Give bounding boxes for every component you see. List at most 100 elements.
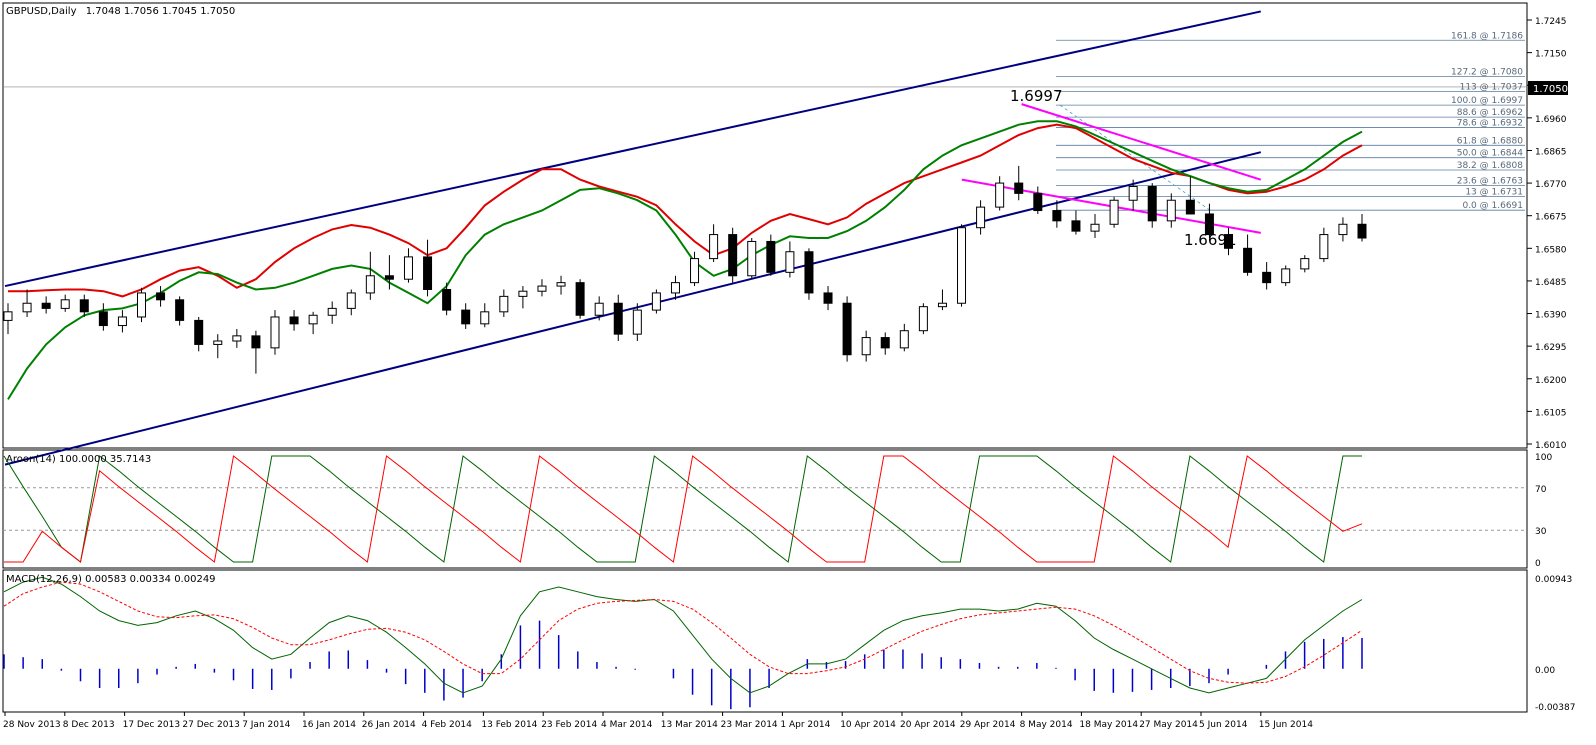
candle-body <box>594 302 604 316</box>
candle-body <box>575 282 585 316</box>
date-tick-label: 26 Jan 2014 <box>362 720 416 730</box>
date-tick-label: 29 Apr 2014 <box>960 720 1016 730</box>
date-tick-label: 16 Jan 2014 <box>302 720 356 730</box>
candle-body <box>651 292 661 311</box>
aroon-down-line <box>4 455 1363 563</box>
candle-body <box>1052 210 1062 222</box>
fib-level-label: 50.0 @ 1.6844 <box>1457 149 1524 159</box>
candle-body <box>79 299 89 313</box>
candle-body <box>480 311 490 325</box>
candle-body <box>995 182 1005 208</box>
date-tick-label: 18 May 2014 <box>1079 720 1138 730</box>
candle-body <box>899 330 909 349</box>
fib-level-label: 38.2 @ 1.6808 <box>1457 161 1524 171</box>
price-tick-label: 1.6105 <box>1535 408 1567 418</box>
candle-body <box>270 316 280 349</box>
candle-body <box>957 227 967 304</box>
price-tick-label: 1.7150 <box>1535 50 1567 60</box>
candle-body <box>709 234 719 260</box>
date-tick-label: 20 Apr 2014 <box>900 720 956 730</box>
price-axis: 1.72451.71501.70551.69601.68651.67701.66… <box>1527 17 1567 451</box>
moving-average-line <box>7 120 1363 400</box>
candle-body <box>403 256 413 280</box>
candle-body <box>232 335 242 342</box>
candle-body <box>1224 234 1234 249</box>
candle-body <box>823 292 833 304</box>
aroon-tick-label: 100 <box>1535 453 1552 463</box>
candle-body <box>461 309 471 325</box>
candle-body <box>766 240 776 273</box>
candle-body <box>1147 186 1157 222</box>
chart-title: GBPUSD,Daily 1.7048 1.7056 1.7045 1.7050 <box>6 6 235 17</box>
candle-body <box>1109 199 1119 225</box>
macd-lines <box>3 576 1363 710</box>
candle-body <box>194 319 204 345</box>
candle-body <box>613 302 623 335</box>
fib-level-label: 61.8 @ 1.6880 <box>1457 136 1524 146</box>
candle-body <box>1357 223 1367 239</box>
candle-body <box>1319 234 1329 260</box>
price-tick-label: 1.6675 <box>1535 213 1567 223</box>
price-tick-label: 1.6865 <box>1535 147 1567 157</box>
price-tick-label: 1.6960 <box>1535 115 1567 125</box>
fib-level-label: 127.2 @ 1.7080 <box>1451 68 1523 78</box>
macd-panel <box>2 569 1528 713</box>
last-price-badge <box>1528 81 1568 95</box>
candle-body <box>41 302 51 309</box>
channel-line <box>1021 103 1262 181</box>
fibonacci-levels: 161.8 @ 1.7186 127.2 @ 1.7080 113 @ 1.7037… <box>3 31 1527 211</box>
macd-tick-label: 0.00 <box>1535 666 1555 676</box>
last-price-label: 1.7050 <box>1533 84 1568 95</box>
date-tick-label: 13 Mar 2014 <box>661 720 718 730</box>
fib-level-label: 161.8 @ 1.7186 <box>1451 31 1523 41</box>
candle-body <box>976 206 986 229</box>
candle-body <box>747 240 757 277</box>
fib-level-label: 78.6 @ 1.6932 <box>1457 118 1523 128</box>
date-tick-label: 4 Feb 2014 <box>422 720 473 730</box>
annotation-high: 1.6997 <box>1010 87 1063 105</box>
date-tick-label: 27 Dec 2013 <box>182 720 240 730</box>
candle-body <box>3 311 13 321</box>
date-tick-label: 28 Nov 2013 <box>3 720 61 730</box>
candle-body <box>213 340 223 345</box>
fib-level-label: 0.0 @ 1.6691 <box>1462 201 1523 211</box>
candle-body <box>1090 223 1100 232</box>
candle-body <box>442 289 452 311</box>
macd-main-line <box>3 576 1363 694</box>
candle-body <box>518 290 528 297</box>
date-tick-label: 4 Mar 2014 <box>601 720 653 730</box>
date-tick-label: 1 Apr 2014 <box>780 720 830 730</box>
candle-body <box>175 299 185 321</box>
date-tick-label: 15 Jun 2014 <box>1259 720 1313 730</box>
symbol-label: GBPUSD,Daily <box>6 6 77 17</box>
date-tick-label: 8 May 2014 <box>1020 720 1073 730</box>
channel-line <box>4 151 1262 466</box>
price-panel <box>2 2 1528 449</box>
candle-body <box>918 306 928 332</box>
aroon-tick-label: 30 <box>1535 527 1547 537</box>
date-tick-label: 7 Jan 2014 <box>242 720 290 730</box>
moving-averages <box>7 120 1363 400</box>
candle-body <box>308 314 318 325</box>
price-tick-label: 1.6010 <box>1535 441 1567 451</box>
aroon-tick-label: 70 <box>1535 485 1547 495</box>
fib-level-label: 88.6 @ 1.6962 <box>1457 108 1523 118</box>
candle-body <box>1014 182 1024 194</box>
candlesticks <box>3 165 1367 374</box>
fib-level-label: 113 @ 1.7037 <box>1460 82 1523 92</box>
candle-body <box>251 335 261 349</box>
candle-body <box>1128 186 1138 201</box>
candle-body <box>1166 199 1176 222</box>
candle-body <box>117 316 127 327</box>
candle-body <box>861 337 871 356</box>
candle-body <box>842 302 852 356</box>
candle-body <box>1281 268 1291 284</box>
candle-body <box>728 234 738 277</box>
date-axis: 28 Nov 2013 8 Dec 2013 17 Dec 2013 27 Dec 2… <box>3 712 1313 730</box>
date-tick-label: 23 Feb 2014 <box>541 720 597 730</box>
channel-line <box>4 10 1262 288</box>
candle-body <box>1262 271 1272 284</box>
macd-tick-label: 0.00943 <box>1535 575 1572 585</box>
candle-body <box>1185 199 1195 215</box>
